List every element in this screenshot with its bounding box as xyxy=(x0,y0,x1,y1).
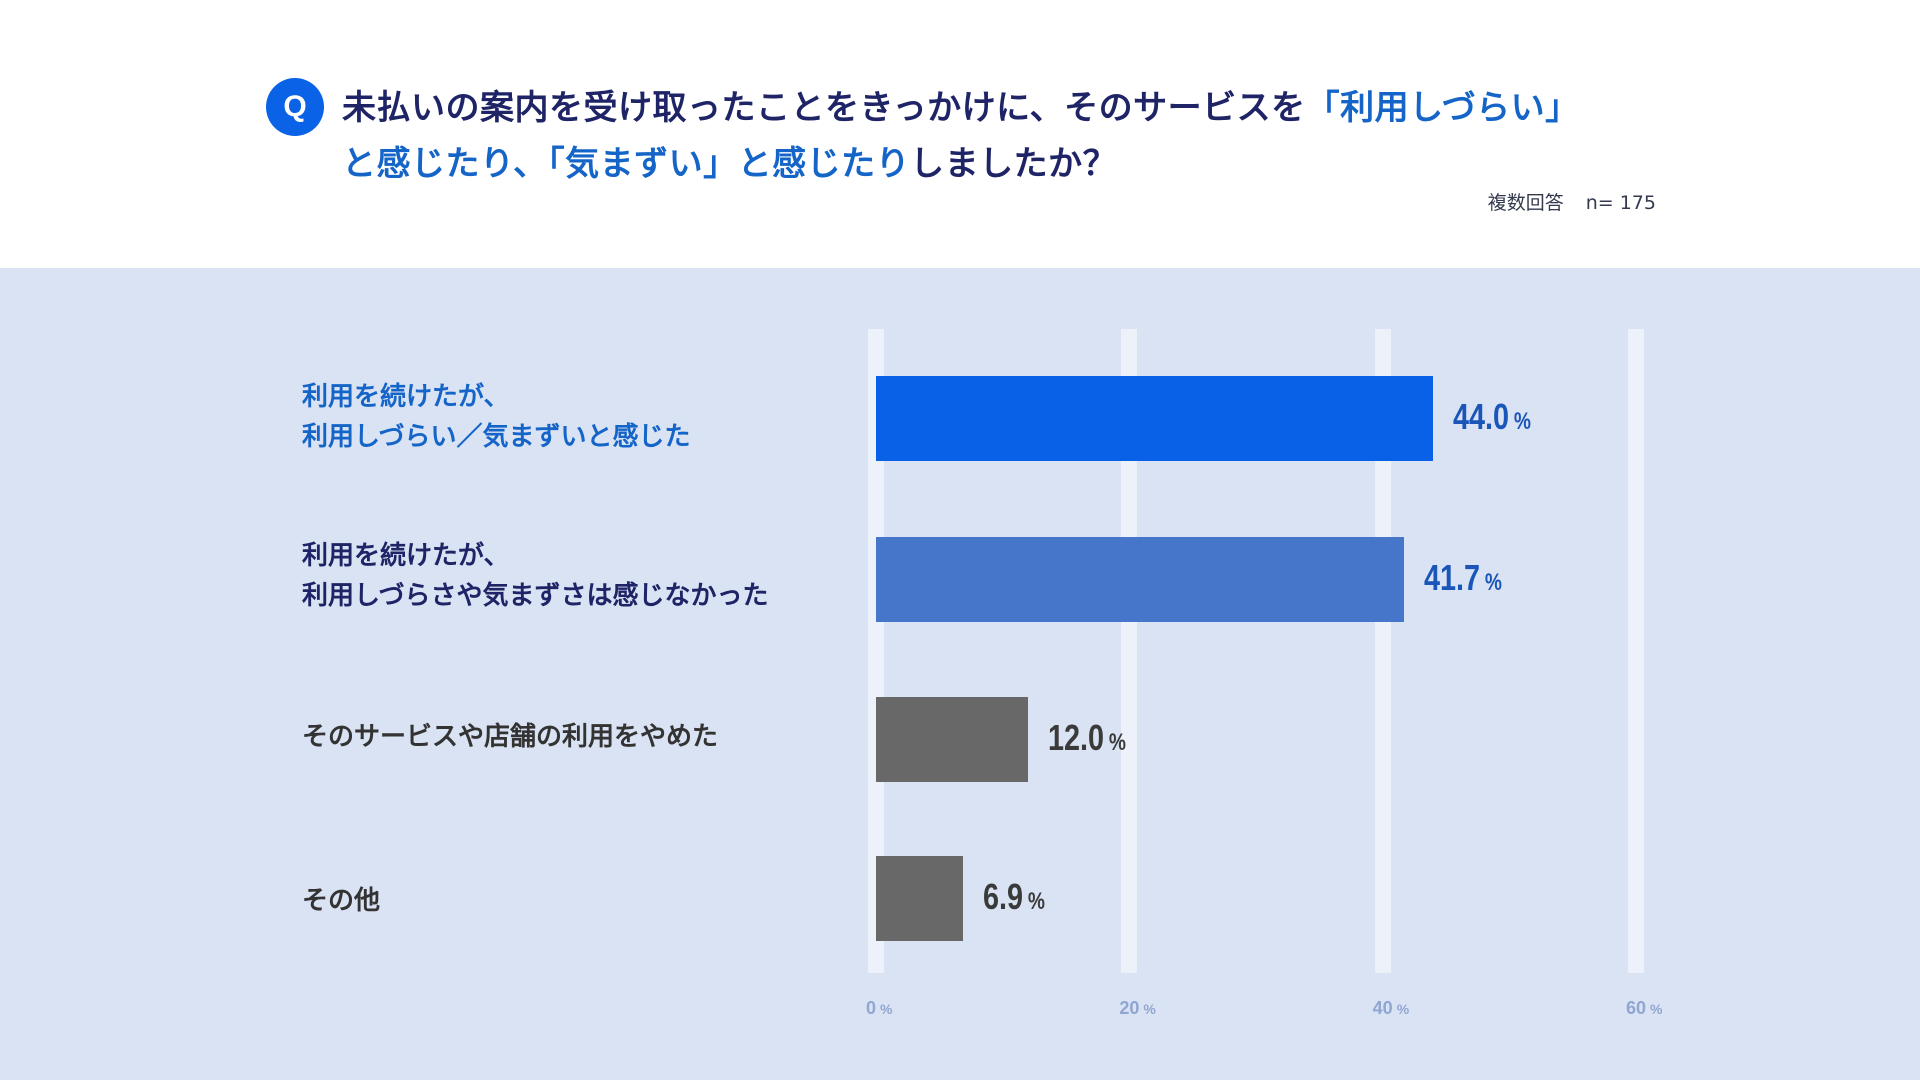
bar xyxy=(876,697,1028,782)
question-title: 未払いの案内を受け取ったことをきっかけに、そのサービスを「利用しづらい」 と感じ… xyxy=(342,80,1642,192)
gridline-20 xyxy=(1121,329,1138,973)
title-text-1: 未払いの案内を受け取ったことをきっかけに、そのサービスを xyxy=(342,88,1306,128)
survey-meta: 複数回答 n= 175 xyxy=(1488,188,1656,215)
value-label: 6.9% xyxy=(983,876,1046,917)
category-label: 利用を続けたが、 利用しづらさや気まずさは感じなかった xyxy=(302,541,769,611)
category-label: そのサービスや店舗の利用をやめた xyxy=(302,722,719,752)
title-highlight-1: 「利用しづらい」 xyxy=(1305,88,1580,128)
q-icon-label: Q xyxy=(283,90,307,123)
value-label: 44.0% xyxy=(1453,396,1532,437)
bar xyxy=(876,376,1434,461)
answer-type: 複数回答 xyxy=(1487,192,1564,214)
question-q-icon: Q xyxy=(266,78,324,136)
sample-size: n= 175 xyxy=(1585,192,1656,214)
value-label: 12.0% xyxy=(1048,717,1126,758)
x-tick-label: 40% xyxy=(1372,998,1410,1018)
x-tick-label: 60% xyxy=(1626,998,1663,1018)
category-label: その他 xyxy=(302,886,381,916)
gridline-0 xyxy=(868,329,884,973)
category-label: 利用を続けたが、 利用しづらい／気まずいと感じた xyxy=(302,382,691,452)
bar xyxy=(876,856,964,941)
title-text-2: しましたか？ xyxy=(910,144,1118,184)
value-label: 41.7% xyxy=(1424,557,1503,598)
x-tick-label: 20% xyxy=(1119,998,1156,1018)
gridline-40 xyxy=(1374,329,1391,973)
title-highlight-2: と感じたり、「気まずい」と感じたり xyxy=(342,144,911,184)
x-tick-label: 0% xyxy=(866,998,893,1018)
gridline-60 xyxy=(1628,329,1644,973)
question-header: Q 未払いの案内を受け取ったことをきっかけに、そのサービスを「利用しづらい」 と… xyxy=(0,0,1920,268)
bar xyxy=(876,537,1405,622)
